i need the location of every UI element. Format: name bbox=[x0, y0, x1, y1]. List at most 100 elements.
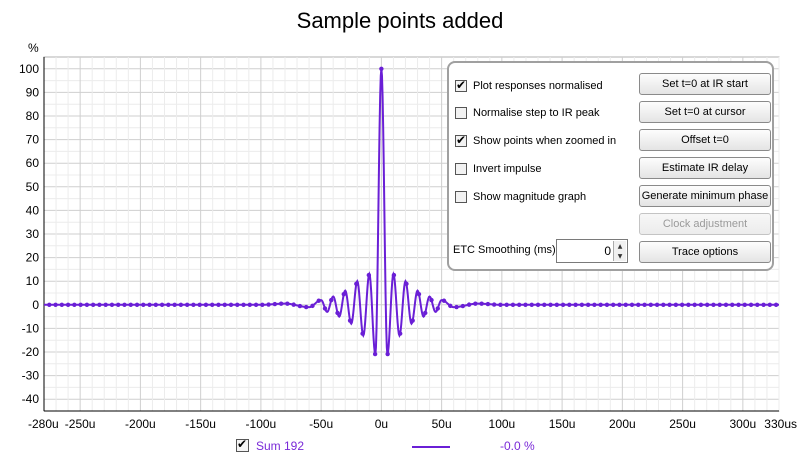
option-plot-normalised[interactable]: Plot responses normalised bbox=[455, 76, 603, 96]
sample-point bbox=[397, 331, 403, 336]
sample-point bbox=[429, 297, 434, 303]
estimate-ir-delay-button[interactable]: Estimate IR delay bbox=[639, 157, 771, 179]
spinner-down-icon[interactable]: ▼ bbox=[613, 251, 626, 261]
etc-smoothing-value[interactable]: 0 bbox=[604, 244, 611, 258]
sample-point bbox=[78, 302, 83, 307]
invert-impulse-checkbox[interactable] bbox=[455, 163, 467, 175]
set-t0-cursor-button[interactable]: Set t=0 at cursor bbox=[639, 101, 771, 123]
sample-point bbox=[153, 302, 159, 307]
sample-point bbox=[773, 302, 779, 307]
sample-point bbox=[391, 272, 397, 278]
option-show-points[interactable]: Show points when zoomed in bbox=[455, 131, 616, 151]
sample-point bbox=[554, 302, 560, 307]
sample-point bbox=[166, 302, 171, 307]
sample-point bbox=[723, 302, 729, 307]
sample-point bbox=[260, 302, 265, 307]
normalise-step-checkbox[interactable] bbox=[455, 107, 467, 119]
legend-series-name: Sum 192 bbox=[256, 439, 305, 453]
show-points-label: Show points when zoomed in bbox=[473, 135, 617, 147]
trace-options-button[interactable]: Trace options bbox=[639, 241, 771, 263]
sample-point bbox=[329, 297, 334, 303]
sample-point bbox=[247, 302, 252, 307]
option-normalise-step[interactable]: Normalise step to IR peak bbox=[455, 103, 600, 123]
sample-point bbox=[84, 302, 90, 307]
sample-point bbox=[228, 302, 234, 307]
x-tick-label: -150u bbox=[185, 417, 216, 431]
sample-point bbox=[253, 302, 259, 307]
sample-point bbox=[717, 302, 722, 307]
x-tick-label: 330us bbox=[764, 417, 797, 431]
sample-point bbox=[360, 331, 365, 336]
sample-point bbox=[423, 310, 428, 316]
graph-options-panel: Plot responses normalised Normalise step… bbox=[447, 61, 774, 271]
x-tick-label: -280u bbox=[28, 417, 59, 431]
clock-adjustment-button[interactable]: Clock adjustment bbox=[639, 213, 771, 235]
sample-point bbox=[585, 302, 591, 307]
show-magnitude-checkbox[interactable] bbox=[455, 191, 467, 203]
sample-point bbox=[109, 302, 115, 307]
sample-point bbox=[617, 302, 622, 307]
legend: Sum 192 -0.0 % bbox=[0, 436, 800, 456]
sample-point bbox=[191, 302, 196, 307]
plot-normalised-checkbox[interactable] bbox=[455, 78, 467, 92]
legend-checkbox[interactable] bbox=[236, 437, 249, 452]
sample-point bbox=[767, 302, 773, 307]
sample-point bbox=[116, 302, 121, 307]
trace-layer bbox=[44, 66, 779, 357]
sample-point bbox=[704, 302, 710, 307]
y-tick-label: 30 bbox=[26, 227, 40, 241]
generate-minimum-phase-button[interactable]: Generate minimum phase bbox=[639, 185, 771, 207]
sample-point bbox=[542, 302, 547, 307]
y-tick-label: -40 bbox=[22, 392, 40, 406]
sample-point bbox=[711, 302, 716, 307]
sample-point bbox=[460, 303, 466, 309]
axes bbox=[43, 57, 779, 412]
sample-point bbox=[285, 301, 290, 306]
sample-point bbox=[642, 302, 647, 307]
y-tick-label: -10 bbox=[22, 321, 40, 335]
y-tick-label: 90 bbox=[26, 85, 40, 99]
y-tick-label: -30 bbox=[22, 369, 40, 383]
sample-point bbox=[178, 302, 184, 307]
set-t0-ir-start-button[interactable]: Set t=0 at IR start bbox=[639, 73, 771, 95]
sample-point bbox=[278, 301, 284, 306]
sample-point bbox=[322, 306, 328, 311]
legend-cursor-value: -0.0 % bbox=[500, 439, 535, 453]
sample-point bbox=[560, 302, 566, 307]
sample-point bbox=[667, 302, 672, 307]
sample-point bbox=[147, 302, 152, 307]
sample-point bbox=[692, 302, 697, 307]
option-invert-impulse[interactable]: Invert impulse bbox=[455, 159, 541, 179]
sample-point bbox=[266, 302, 271, 307]
plot-normalised-label: Plot responses normalised bbox=[473, 80, 603, 92]
x-tick-label: -250u bbox=[65, 417, 96, 431]
sample-point bbox=[347, 318, 353, 323]
sample-point bbox=[454, 304, 459, 310]
sample-point bbox=[679, 302, 685, 307]
y-unit-label: % bbox=[28, 41, 39, 55]
sample-point bbox=[441, 298, 447, 303]
x-tick-label: -50u bbox=[309, 417, 333, 431]
etc-smoothing-spinner[interactable]: 0 ▲ ▼ bbox=[556, 239, 628, 263]
x-tick-label: 0u bbox=[375, 417, 388, 431]
sample-point bbox=[523, 302, 528, 307]
sample-point bbox=[491, 302, 497, 307]
sample-point bbox=[448, 303, 453, 309]
sample-point bbox=[372, 351, 378, 357]
sample-point bbox=[297, 303, 303, 309]
spinner-up-icon[interactable]: ▲ bbox=[613, 241, 626, 251]
offset-t0-button[interactable]: Offset t=0 bbox=[639, 129, 771, 151]
sample-point bbox=[303, 304, 309, 310]
sample-point bbox=[235, 302, 240, 307]
x-tick-label: 150u bbox=[549, 417, 576, 431]
sample-point bbox=[730, 302, 735, 307]
sample-point bbox=[636, 302, 641, 307]
sample-point bbox=[592, 302, 597, 307]
sample-point bbox=[648, 302, 653, 307]
sample-point bbox=[241, 302, 246, 307]
y-tick-label: 10 bbox=[26, 274, 40, 288]
sample-point bbox=[53, 302, 58, 307]
option-show-magnitude[interactable]: Show magnitude graph bbox=[455, 187, 586, 207]
show-points-checkbox[interactable] bbox=[455, 133, 467, 147]
sample-point bbox=[748, 302, 754, 307]
